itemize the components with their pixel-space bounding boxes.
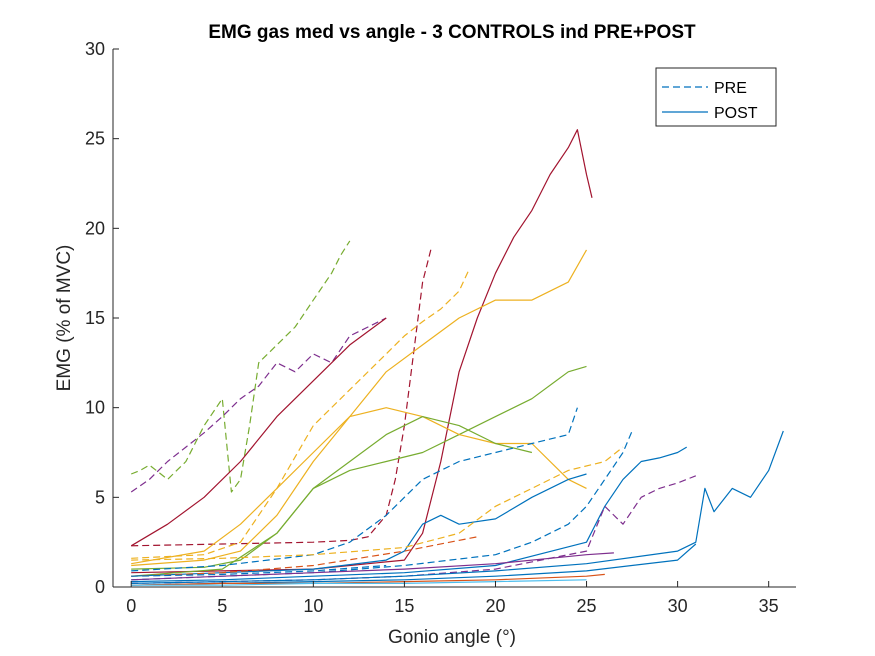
y-tick-label-6: 30 — [85, 39, 105, 59]
x-tick-label-5: 25 — [577, 596, 597, 616]
legend: PRE POST — [655, 67, 777, 127]
y-axis-title: EMG (% of MVC) — [54, 245, 75, 392]
x-axis-title: Gonio angle (°) — [388, 627, 516, 648]
series-line-10 — [131, 407, 578, 572]
plot-area — [113, 49, 796, 587]
series-line-11 — [131, 473, 587, 577]
series-line-12 — [131, 446, 624, 561]
legend-label-post: POST — [714, 105, 758, 122]
x-tick-label-3: 15 — [394, 596, 414, 616]
y-tick-label-2: 10 — [85, 398, 105, 418]
series-layer — [130, 129, 784, 586]
series-line-2 — [130, 317, 387, 547]
series-line-7 — [131, 365, 587, 570]
y-tick-label-3: 15 — [85, 308, 105, 328]
chart-title: EMG gas med vs angle - 3 CONTROLS ind PR… — [208, 22, 696, 43]
x-tick-label-1: 5 — [217, 596, 227, 616]
y-tick-label-4: 20 — [85, 218, 105, 238]
series-line-9 — [131, 416, 533, 577]
y-tick-label-0: 0 — [95, 577, 105, 597]
x-tick-label-7: 35 — [759, 596, 779, 616]
series-line-6 — [131, 249, 588, 567]
x-tick-label-0: 0 — [126, 596, 136, 616]
series-line-0 — [130, 240, 351, 493]
series-line-4 — [131, 129, 593, 574]
series-line-17 — [131, 552, 614, 581]
series-line-5 — [131, 271, 469, 559]
legend-label-pre: PRE — [714, 80, 747, 97]
series-line-21 — [131, 536, 478, 577]
x-tick-label-6: 30 — [668, 596, 688, 616]
series-line-16 — [131, 430, 784, 584]
y-tick-label-1: 5 — [95, 487, 105, 507]
x-tick-label-4: 20 — [485, 596, 505, 616]
axes-layer: 0 5 10 15 20 25 30 35 0 5 10 15 20 25 30 — [85, 39, 796, 616]
series-line-20 — [131, 579, 587, 586]
series-line-1 — [130, 317, 387, 493]
y-tick-label-5: 25 — [85, 129, 105, 149]
series-line-22 — [131, 564, 387, 577]
legend-box — [655, 67, 777, 127]
series-line-14 — [131, 446, 688, 583]
x-tick-label-2: 10 — [303, 596, 323, 616]
